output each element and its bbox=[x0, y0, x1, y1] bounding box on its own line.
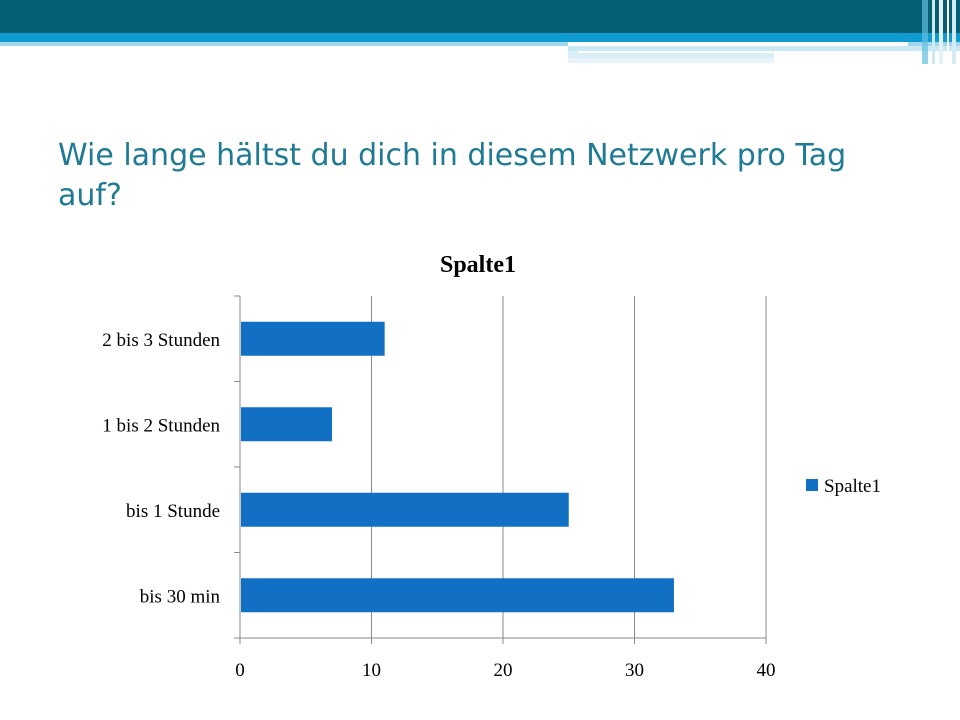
header-band-blue bbox=[0, 33, 960, 42]
header-band-pale-long bbox=[568, 46, 960, 51]
header-stripe-1 bbox=[922, 0, 928, 64]
x-tick-label: 20 bbox=[494, 660, 513, 681]
category-label: bis 1 Stunde bbox=[126, 501, 220, 522]
header-stripe-5 bbox=[952, 0, 956, 64]
header-stripe-3 bbox=[939, 0, 943, 64]
bar bbox=[241, 407, 333, 442]
header-stripe-4 bbox=[947, 0, 949, 64]
header-band-thin-line bbox=[578, 51, 888, 53]
header-band-pale-mid bbox=[568, 51, 774, 58]
x-tick-label: 40 bbox=[757, 660, 776, 681]
category-label: 1 bis 2 Stunden bbox=[102, 415, 220, 436]
bar bbox=[241, 321, 385, 356]
bar bbox=[241, 578, 674, 613]
category-label: 2 bis 3 Stunden bbox=[102, 330, 220, 351]
legend-label: Spalte1 bbox=[824, 476, 881, 497]
x-tick-label: 0 bbox=[235, 660, 245, 681]
header-band-white-gap bbox=[568, 42, 908, 46]
header-band-light bbox=[0, 42, 568, 46]
x-tick-label: 10 bbox=[362, 660, 381, 681]
legend-swatch bbox=[806, 479, 818, 491]
header-band-dark bbox=[0, 0, 960, 33]
header-band-pale-short bbox=[568, 58, 774, 63]
slide-title: Wie lange hältst du dich in diesem Netzw… bbox=[58, 138, 847, 213]
bar bbox=[241, 492, 569, 527]
category-label: bis 30 min bbox=[140, 586, 221, 607]
header-stripe-2 bbox=[932, 0, 935, 64]
x-tick-label: 30 bbox=[625, 660, 644, 681]
chart-title: Spalte1 bbox=[440, 252, 516, 278]
